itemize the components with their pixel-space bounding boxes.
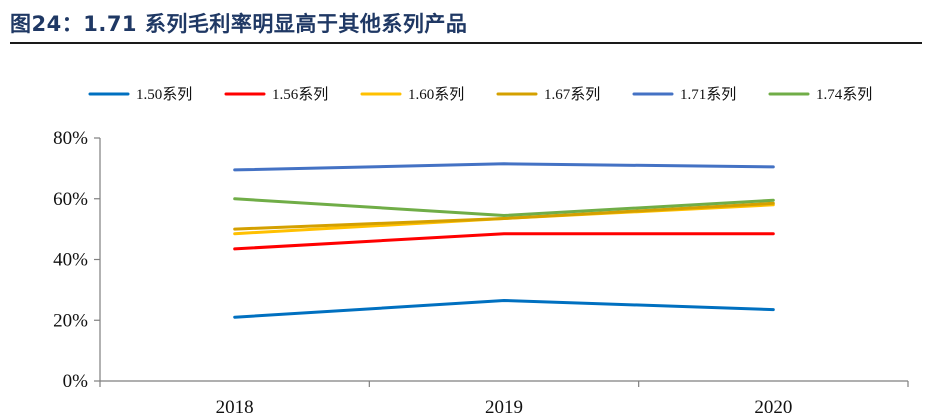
chart-legend: 1.50系列 1.56系列 1.60系列 1.67系列 1.71系列 1.74系列 [88, 86, 872, 103]
y-tick-label: 80% [53, 128, 88, 149]
legend-label: 1.60系列 [408, 86, 464, 103]
series-lines [233, 162, 775, 319]
legend-label: 1.71系列 [680, 86, 736, 103]
series-line-1.67系列 [233, 201, 775, 231]
x-axis: 2018 2019 2020 [99, 380, 909, 418]
y-tick-label: 20% [53, 310, 88, 331]
x-tick-label: 2019 [485, 397, 523, 418]
figure-title: 图24：1.71 系列毛利率明显高于其他系列产品 [10, 12, 468, 36]
series-line-1.56系列 [233, 232, 775, 251]
y-tick-label: 40% [53, 250, 88, 271]
y-axis: 0% 20% 40% 60% 80% [53, 128, 101, 392]
x-tick-label: 2018 [216, 397, 254, 418]
series-line-1.71系列 [233, 162, 775, 172]
series-line-1.74系列 [233, 197, 775, 217]
legend-label: 1.56系列 [272, 86, 328, 103]
title-divider [10, 42, 922, 44]
legend-label: 1.50系列 [136, 86, 192, 103]
legend-label: 1.67系列 [544, 86, 600, 103]
y-tick-label: 60% [53, 189, 88, 210]
legend-label: 1.74系列 [816, 86, 872, 103]
series-line-1.50系列 [233, 299, 775, 319]
x-tick-label: 2020 [754, 397, 792, 418]
y-tick-label: 0% [63, 371, 89, 392]
